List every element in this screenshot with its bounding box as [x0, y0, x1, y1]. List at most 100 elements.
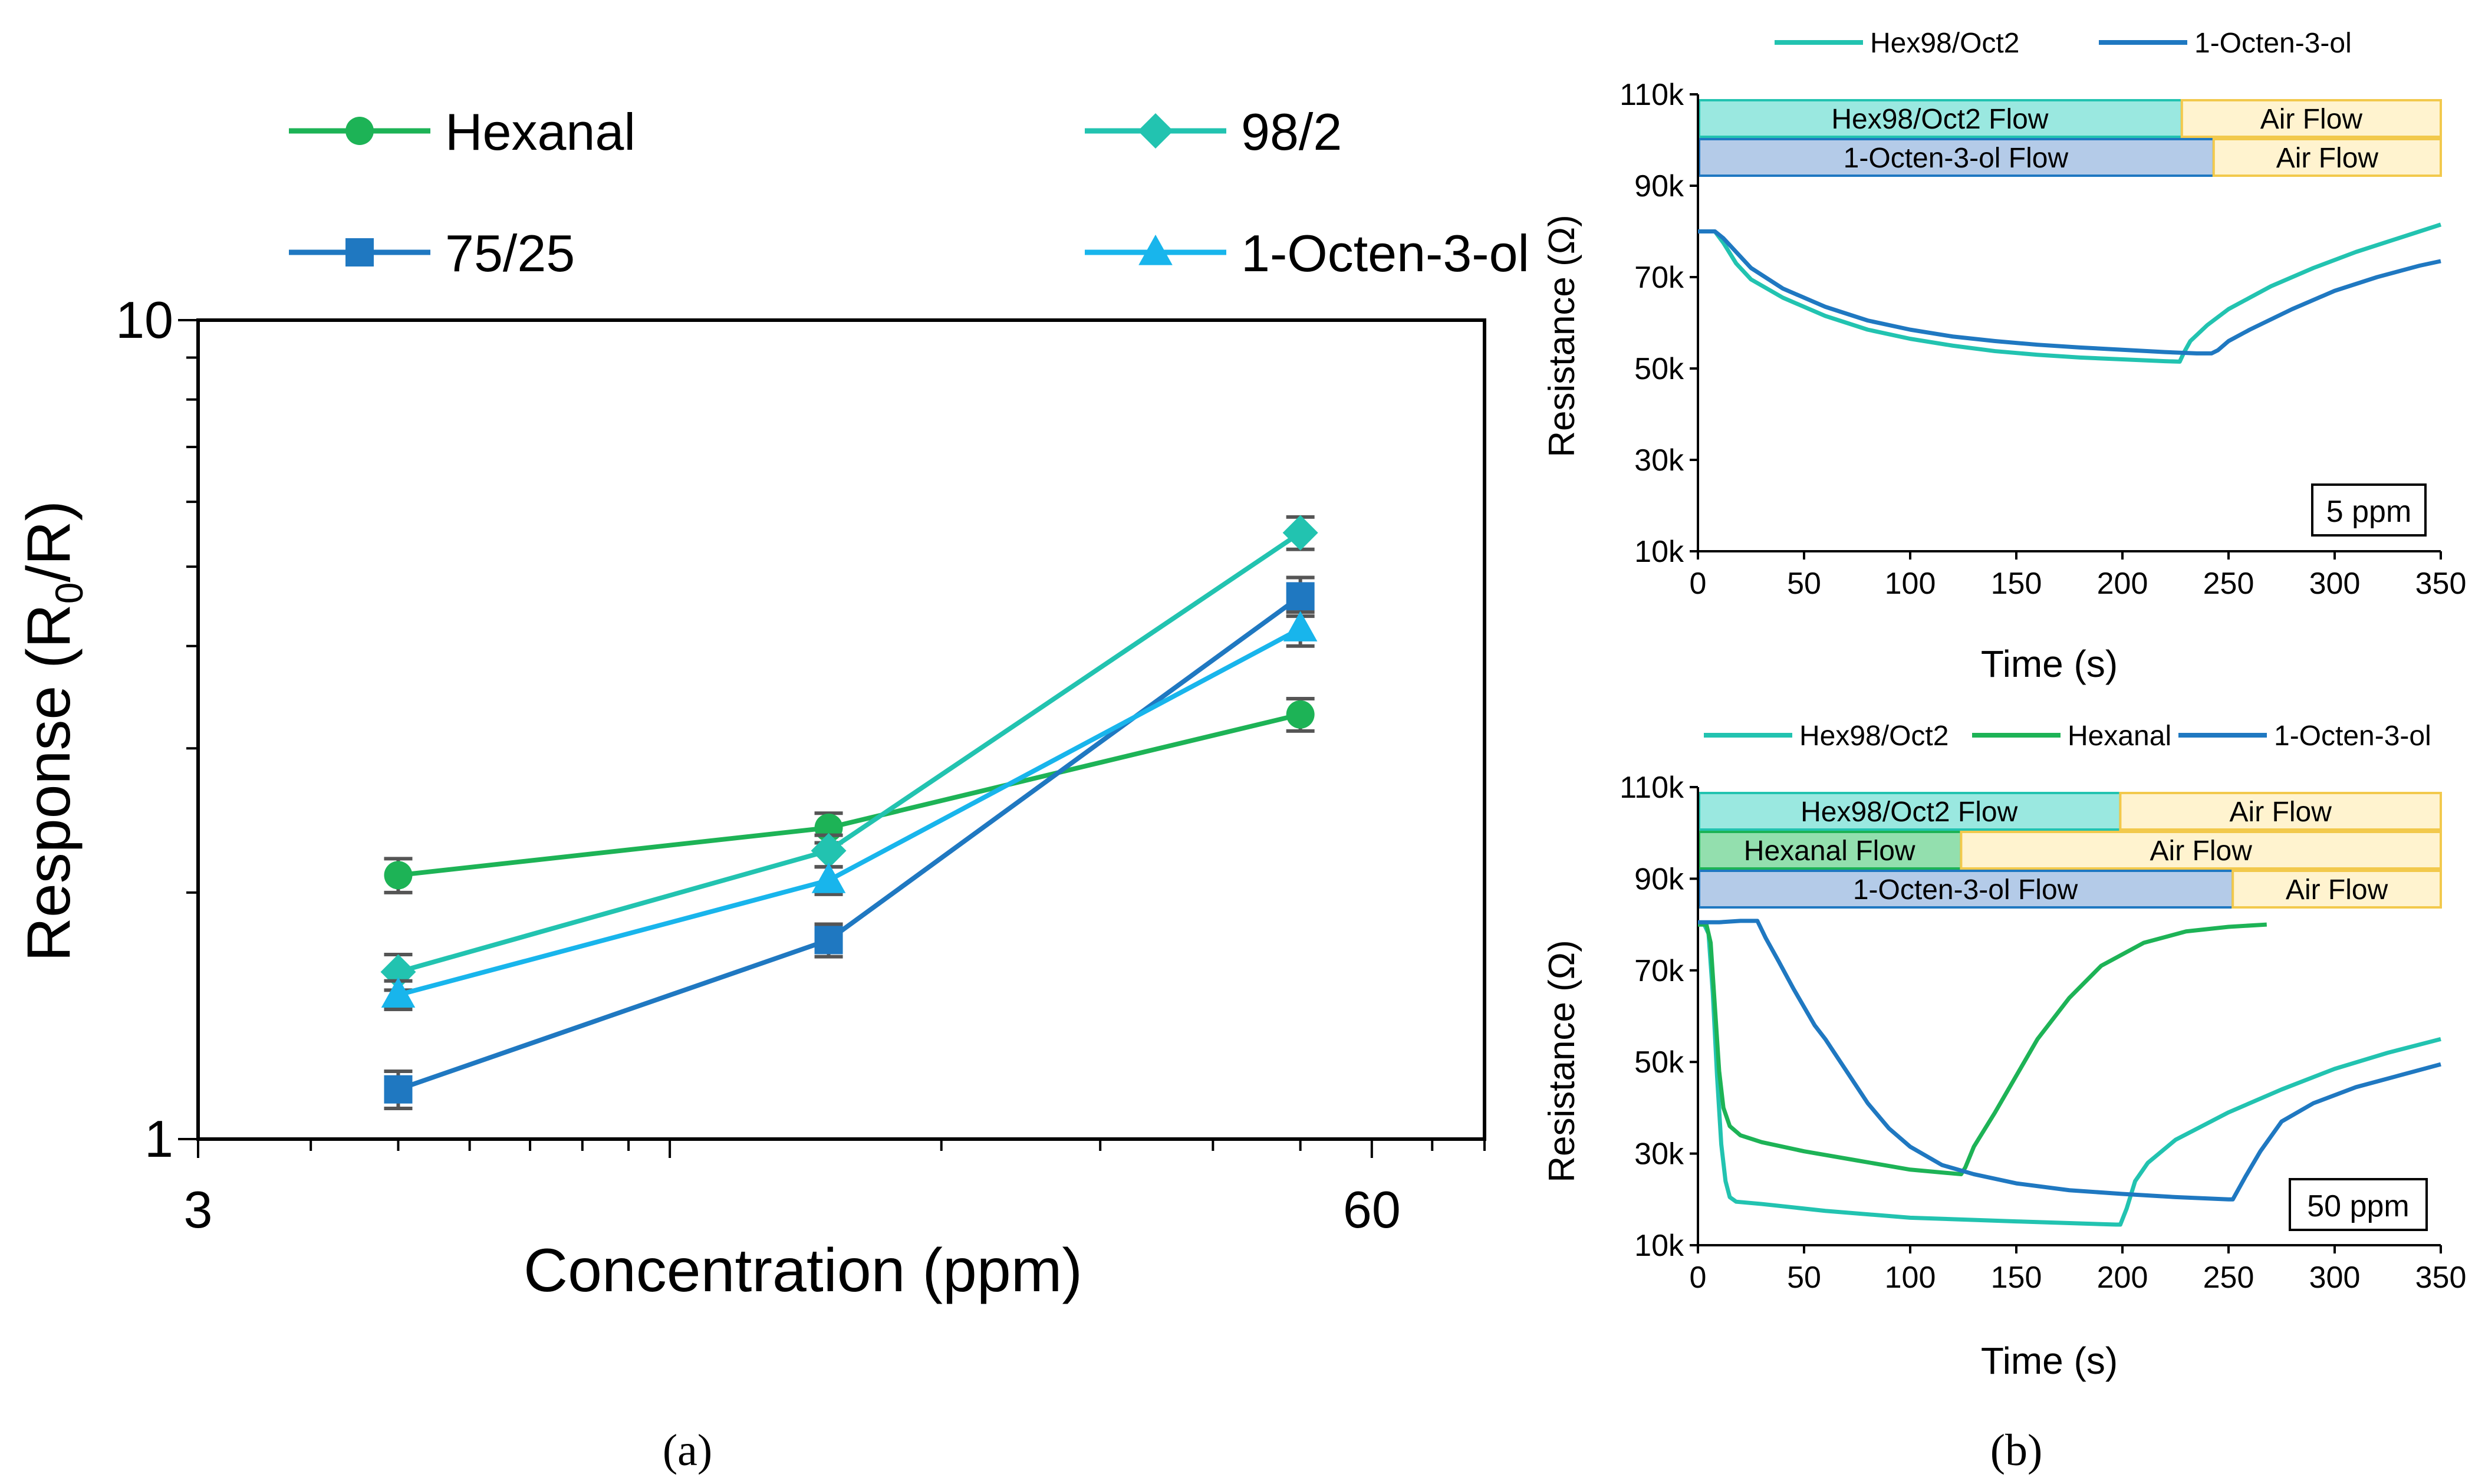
flow-label-gas: 1-Octen-3-ol Flow [1844, 143, 2069, 174]
flow-label-air: Air Flow [2230, 797, 2332, 828]
panel-b-bottom-xlabel: Time (s) [1981, 1340, 2118, 1382]
panel-b-bottom-series [1698, 919, 2441, 1227]
legend-label: Hexanal [445, 103, 636, 161]
legend-label: 1-Octen-3-ol [2194, 28, 2352, 59]
flow-label-gas: Hex98/Oct2 Flow [1831, 104, 2048, 135]
x-tick-label: 200 [2097, 1261, 2148, 1295]
legend-item-1-octen-3-ol: 1-Octen-3-ol [2178, 720, 2431, 752]
legend-item-hex98-oct2: Hex98/Oct2 [1704, 720, 1948, 752]
flow-label-air: Air Flow [2276, 143, 2379, 174]
legend-item-1-octen-3-ol: 1-Octen-3-ol [1085, 224, 1529, 282]
x-tick-label: 100 [1885, 567, 1936, 601]
series-1-octen-3-ol [381, 610, 1318, 1012]
panel-b-bottom: Hex98/Oct2 Hexanal 1-Octen-3-ol Hex98/Oct2… [1542, 720, 2466, 1475]
data-point-75-25 [384, 1075, 413, 1104]
panel-b-top-annotation: 5 ppm [2326, 495, 2412, 529]
x-tick-label: 50 [1787, 567, 1821, 601]
data-point-1-octen-3-ol [381, 977, 416, 1008]
legend-item-hex98-oct2: Hex98/Oct2 [1775, 28, 2019, 59]
panel-a-x-tick-label: 60 [1343, 1180, 1401, 1239]
legend-label: Hexanal [2068, 720, 2171, 752]
data-point-98-2 [811, 833, 847, 868]
flow-label-air: Air Flow [2150, 835, 2253, 867]
series-line-98-2 [397, 531, 1302, 975]
panel-b-bottom-annotation: 50 ppm [2307, 1189, 2409, 1223]
caption-b: (b) [1990, 1426, 2043, 1475]
series-line-1-octen-3-ol [1698, 229, 2441, 356]
flow-bar-hexanal-flow: Hexanal Flow Air Flow [1698, 831, 2442, 870]
flow-segment-gas [1698, 138, 2215, 177]
x-tick-label: 300 [2309, 1261, 2361, 1295]
y-tick-label: 30k [1634, 1137, 1684, 1172]
legend-item-1-octen-3-ol: 1-Octen-3-ol [2099, 28, 2352, 59]
panel-a: Hexanal 98/2 75/25 1-Octen-3-ol 1 10 3 60 Resp… [15, 103, 1529, 1475]
flow-label-air: Air Flow [2260, 104, 2363, 135]
legend-marker [345, 117, 374, 145]
x-tick-label: 250 [2203, 1261, 2254, 1295]
legend-item-75-25: 75/25 [289, 224, 575, 282]
y-tick-label: 90k [1634, 169, 1684, 203]
flow-segment-air [1960, 831, 2442, 870]
data-point-75-25 [814, 926, 843, 955]
data-point-75-25 [1286, 582, 1315, 611]
panel-b-top-annotation-box: 5 ppm [2311, 483, 2427, 537]
flow-bar-hex98-oct2-flow: Hex98/Oct2 Flow Air Flow [1698, 792, 2442, 831]
flow-bar-hex98-oct2-flow: Hex98/Oct2 Flow Air Flow [1698, 99, 2443, 138]
caption-a: (a) [663, 1426, 712, 1475]
legend-item-98-2: 98/2 [1085, 103, 1342, 161]
x-tick-label: 250 [2203, 567, 2254, 601]
flow-bar-1-octen-3-ol-flow: 1-Octen-3-ol Flow Air Flow [1698, 870, 2442, 909]
panel-a-legend: Hexanal 98/2 75/25 1-Octen-3-ol [289, 103, 1529, 282]
x-tick-label: 0 [1690, 1261, 1707, 1295]
flow-label-gas: 1-Octen-3-ol Flow [1853, 874, 2078, 906]
legend-label: 75/25 [445, 224, 575, 282]
legend-label: 1-Octen-3-ol [2274, 720, 2431, 752]
legend-marker [345, 238, 374, 266]
panel-a-ylabel: Response (R0/R) [15, 501, 91, 962]
panel-b-bottom-legend: Hex98/Oct2 Hexanal 1-Octen-3-ol [1704, 720, 2431, 752]
panel-b-top-xlabel: Time (s) [1981, 643, 2118, 685]
series-line-hexanal [1698, 922, 2267, 1177]
x-tick-label: 300 [2309, 567, 2361, 601]
x-tick-label: 100 [1885, 1261, 1936, 1295]
y-tick-label: 10k [1634, 1229, 1684, 1263]
panel-a-ylabel-end: /R) [15, 501, 83, 583]
series-line-75-25 [397, 594, 1302, 1092]
series-98-2 [380, 515, 1318, 992]
data-point-1-octen-3-ol [811, 863, 846, 893]
panel-a-y-tick-label: 10 [116, 291, 173, 349]
x-tick-label: 0 [1690, 567, 1707, 601]
flow-segment-gas [1698, 870, 2234, 909]
y-tick-label: 30k [1634, 443, 1684, 478]
flow-segment-air [2231, 870, 2442, 909]
panel-b-top-axes: 10k 30k 50k 70k 90k 110k 0 50 100 150 200 250 300 350 [1620, 78, 2466, 601]
x-tick-label: 350 [2415, 567, 2467, 601]
legend-marker [1138, 113, 1173, 149]
data-point-1-octen-3-ol [1283, 611, 1318, 641]
flow-bar-1-octen-3-ol-flow: 1-Octen-3-ol Flow Air Flow [1698, 138, 2443, 177]
panel-b-top: Hex98/Oct2 1-Octen-3-ol Hex98/Oct2 Flow Ai… [1542, 28, 2466, 685]
series-line-hex98-oct2 [1698, 922, 2441, 1227]
panel-a-axis-ticks: 1 10 3 60 [116, 291, 1486, 1239]
x-tick-label: 150 [1991, 567, 2042, 601]
panel-b-bottom-ylabel: Resistance (Ω) [1542, 940, 1582, 1183]
data-point-98-2 [1282, 515, 1318, 551]
panel-a-ylabel-main: Response (R [15, 604, 83, 962]
y-tick-label: 10k [1634, 535, 1684, 569]
y-tick-label: 90k [1634, 862, 1684, 896]
panel-b-bottom-axes: 10k 30k 50k 70k 90k 110k 0 50 100 150 200 250 300 350 [1620, 771, 2466, 1295]
panel-b-top-series [1698, 222, 2442, 364]
data-point-hexanal [384, 861, 413, 890]
series-line-hexanal [398, 712, 1301, 878]
panel-b-top-ylabel: Resistance (Ω) [1542, 215, 1582, 458]
legend-label: Hex98/Oct2 [1799, 720, 1948, 752]
y-tick-label: 110k [1620, 771, 1684, 805]
series-75-25 [384, 575, 1315, 1111]
flow-segment-air [2180, 99, 2443, 138]
x-tick-label: 200 [2097, 567, 2148, 601]
y-tick-label: 70k [1634, 954, 1684, 988]
flow-segment-air [2119, 792, 2442, 831]
y-tick-label: 50k [1634, 1045, 1684, 1080]
